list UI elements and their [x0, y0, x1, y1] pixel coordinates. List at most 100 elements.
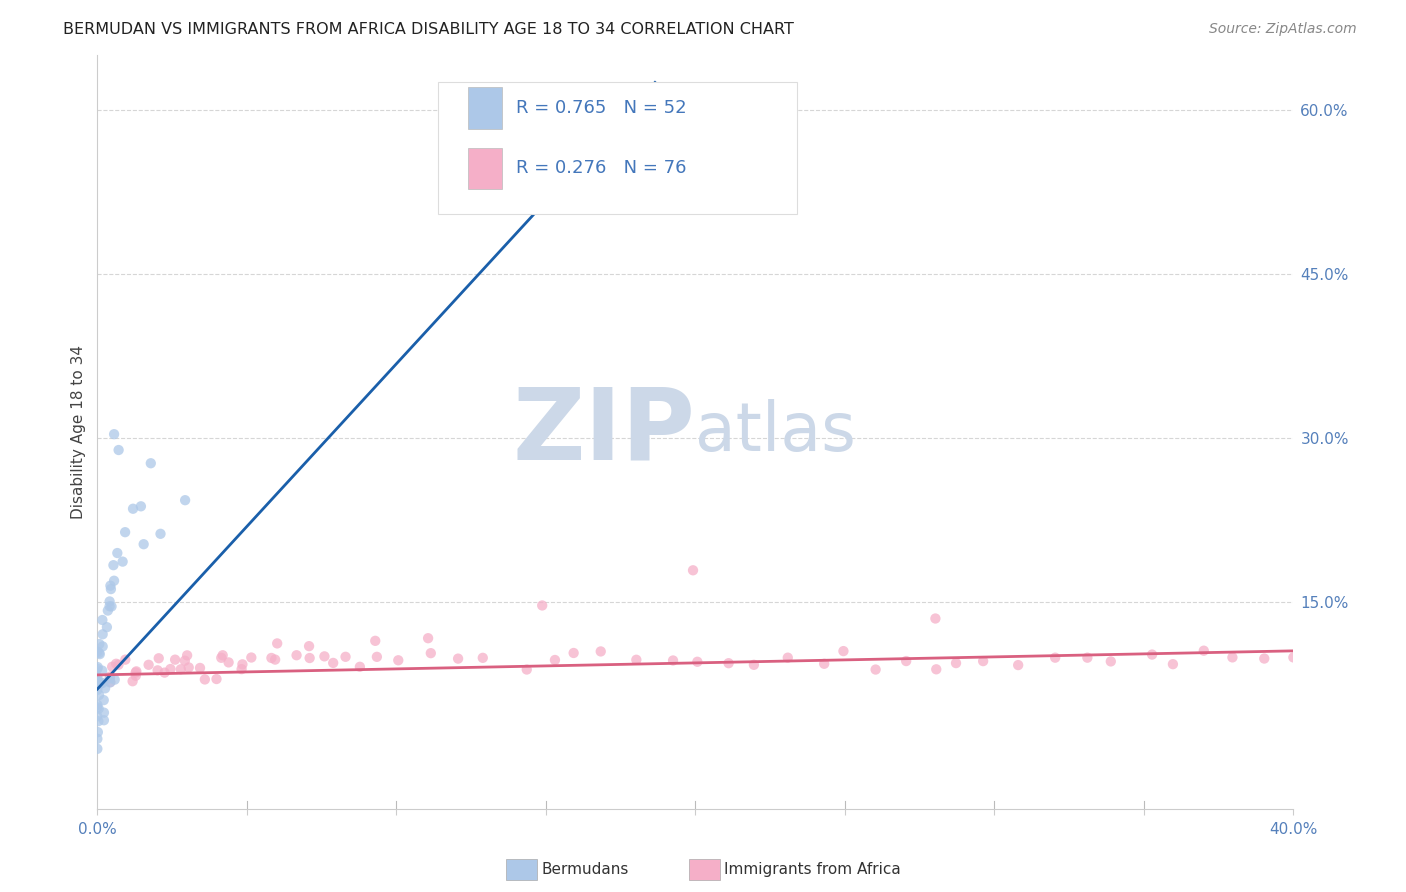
- Point: [925, 662, 948, 676]
- Point: [114, 525, 136, 540]
- Point: [896, 654, 918, 668]
- Point: [1043, 650, 1066, 665]
- Point: [98, 675, 121, 690]
- Point: [682, 563, 704, 577]
- Point: [87, 674, 110, 689]
- Point: [93, 706, 115, 720]
- Point: [86, 670, 108, 684]
- Point: [298, 639, 321, 653]
- Point: [419, 646, 441, 660]
- Point: [91, 664, 114, 678]
- Point: [159, 662, 181, 676]
- Point: [298, 651, 321, 665]
- Point: [125, 669, 148, 683]
- Point: [86, 709, 108, 723]
- Point: [86, 741, 108, 756]
- Point: [100, 582, 122, 596]
- Point: [1140, 648, 1163, 662]
- Point: [742, 657, 765, 672]
- Point: [91, 640, 114, 654]
- Point: [626, 653, 648, 667]
- Point: [89, 637, 111, 651]
- Point: [1253, 651, 1275, 665]
- Point: [153, 665, 176, 680]
- Point: [176, 648, 198, 663]
- Point: [194, 673, 217, 687]
- Point: [86, 731, 108, 746]
- Point: [387, 653, 409, 667]
- Point: [516, 663, 538, 677]
- Point: [364, 633, 387, 648]
- Point: [562, 646, 585, 660]
- Point: [260, 651, 283, 665]
- Point: [87, 646, 110, 660]
- Text: BERMUDAN VS IMMIGRANTS FROM AFRICA DISABILITY AGE 18 TO 34 CORRELATION CHART: BERMUDAN VS IMMIGRANTS FROM AFRICA DISAB…: [63, 22, 794, 37]
- Text: Immigrants from Africa: Immigrants from Africa: [724, 863, 901, 877]
- Point: [924, 611, 946, 625]
- Point: [717, 656, 740, 670]
- Point: [91, 676, 114, 690]
- Point: [177, 660, 200, 674]
- Point: [335, 649, 357, 664]
- Point: [366, 649, 388, 664]
- Point: [121, 674, 143, 689]
- Point: [314, 649, 336, 664]
- Point: [218, 656, 240, 670]
- Point: [125, 665, 148, 679]
- Point: [107, 657, 129, 672]
- Point: [174, 493, 197, 508]
- Text: R = 0.276   N = 76: R = 0.276 N = 76: [516, 160, 686, 178]
- Point: [93, 693, 115, 707]
- Point: [447, 651, 470, 665]
- Point: [1192, 643, 1215, 657]
- Point: [1222, 650, 1244, 665]
- FancyBboxPatch shape: [439, 81, 797, 213]
- Point: [146, 664, 169, 678]
- Point: [322, 656, 344, 670]
- Point: [98, 670, 121, 684]
- Point: [100, 579, 122, 593]
- Point: [105, 657, 128, 671]
- Point: [165, 653, 187, 667]
- Point: [114, 653, 136, 667]
- Point: [122, 501, 145, 516]
- Point: [124, 665, 146, 680]
- Point: [98, 672, 121, 686]
- Point: [1099, 655, 1122, 669]
- Point: [103, 427, 125, 442]
- Point: [100, 599, 122, 614]
- Point: [544, 653, 567, 667]
- Point: [91, 613, 114, 627]
- Point: [266, 636, 288, 650]
- Point: [103, 558, 125, 573]
- Point: [349, 660, 371, 674]
- Point: [209, 650, 232, 665]
- Point: [686, 655, 709, 669]
- Point: [105, 546, 128, 560]
- Point: [86, 682, 108, 697]
- Point: [972, 654, 994, 668]
- Point: [98, 675, 121, 690]
- Point: [211, 648, 233, 663]
- Point: [264, 652, 287, 666]
- Text: ZIP: ZIP: [513, 384, 696, 481]
- Point: [86, 662, 108, 676]
- Point: [240, 650, 263, 665]
- Point: [87, 660, 110, 674]
- Point: [945, 656, 967, 670]
- Y-axis label: Disability Age 18 to 34: Disability Age 18 to 34: [72, 345, 86, 519]
- Point: [103, 574, 125, 588]
- Point: [1076, 650, 1098, 665]
- Point: [86, 698, 108, 712]
- Point: [662, 653, 685, 667]
- Text: Bermudans: Bermudans: [541, 863, 628, 877]
- Point: [1282, 650, 1305, 665]
- Point: [813, 657, 835, 671]
- Point: [832, 644, 855, 658]
- FancyBboxPatch shape: [468, 87, 502, 128]
- Text: Source: ZipAtlas.com: Source: ZipAtlas.com: [1209, 22, 1357, 37]
- Point: [107, 443, 129, 458]
- Point: [471, 650, 494, 665]
- Point: [138, 657, 160, 672]
- Text: R = 0.765   N = 52: R = 0.765 N = 52: [516, 99, 686, 117]
